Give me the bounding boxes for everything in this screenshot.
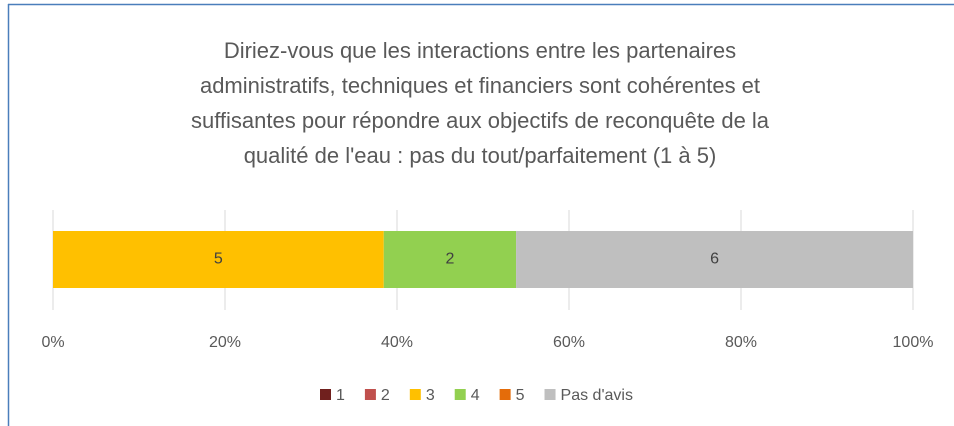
- data-label: 6: [710, 251, 719, 268]
- legend-label: 3: [426, 387, 435, 404]
- data-label: 5: [214, 251, 223, 268]
- bar-segment: [383, 231, 517, 288]
- chart-title: administratifs, techniques et financiers…: [200, 73, 760, 98]
- x-tick-label: 20%: [209, 334, 241, 351]
- legend-swatch: [320, 389, 331, 400]
- chart-title: qualité de l'eau : pas du tout/parfaitem…: [244, 143, 717, 168]
- chart-title: suffisantes pour répondre aux objectifs …: [191, 108, 770, 133]
- chart-title: Diriez-vous que les interactions entre l…: [224, 38, 736, 63]
- x-tick-label: 0%: [41, 334, 64, 351]
- legend-label: 5: [516, 387, 525, 404]
- legend-label: Pas d'avis: [561, 387, 633, 404]
- legend-label: 1: [336, 387, 345, 404]
- legend-swatch: [499, 389, 511, 400]
- x-tick-label: 80%: [725, 334, 757, 351]
- legend-swatch: [364, 389, 376, 400]
- x-tick-label: 60%: [553, 334, 585, 351]
- data-label: 2: [445, 251, 454, 268]
- x-tick-label: 100%: [893, 334, 934, 351]
- legend-swatch: [409, 389, 421, 400]
- bar-segment: [516, 231, 913, 288]
- x-tick-label: 40%: [381, 334, 413, 351]
- legend-label: 2: [381, 387, 390, 404]
- bar-segment: [53, 231, 384, 288]
- legend-swatch: [544, 389, 556, 400]
- legend-swatch: [454, 389, 466, 400]
- legend-label: 4: [471, 387, 480, 404]
